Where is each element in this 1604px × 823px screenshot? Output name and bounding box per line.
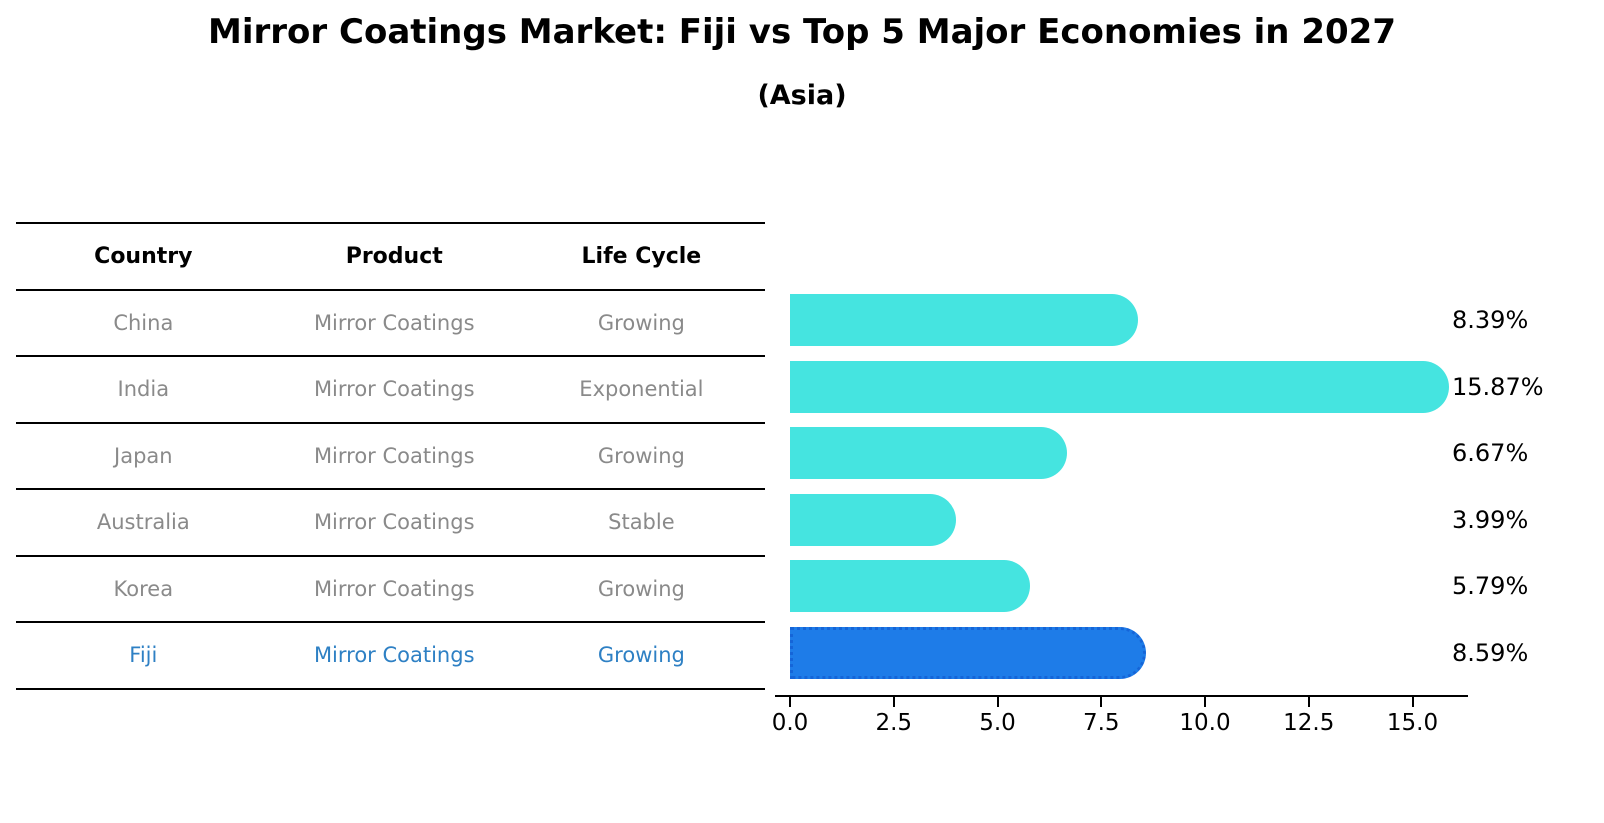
x-axis-tick-label: 5.0 — [979, 710, 1016, 736]
cell-life-cycle: Exponential — [579, 377, 704, 402]
bar-value-india: 15.87% — [1452, 372, 1544, 401]
x-axis-tick — [1204, 697, 1206, 707]
cell-country: India — [117, 377, 170, 402]
bar-india — [790, 360, 1449, 413]
chart-subtitle: (Asia) — [757, 80, 847, 111]
page-title: Mirror Coatings Market: Fiji vs Top 5 Ma… — [208, 12, 1396, 52]
table-header-row: Country Product Life Cycle — [16, 224, 765, 291]
bar-australia — [790, 493, 956, 546]
column-header-product: Product — [345, 243, 443, 269]
cell-product: Mirror Coatings — [313, 377, 475, 402]
bar-value-korea: 5.79% — [1452, 572, 1529, 600]
table-row-japan: Japan Mirror Coatings Growing — [16, 424, 765, 490]
table-row-india: India Mirror Coatings Exponential — [16, 357, 765, 424]
x-axis-tick — [1100, 697, 1103, 707]
cell-product: Mirror Coatings — [313, 443, 475, 468]
x-axis-spine — [775, 695, 1468, 697]
table-row-australia: Australia Mirror Coatings Stable — [16, 490, 765, 557]
x-axis-tick-label: 12.5 — [1283, 710, 1335, 736]
table-row-korea: Korea Mirror Coatings Growing — [16, 557, 765, 623]
x-axis-tick — [1307, 697, 1310, 707]
cell-country: Japan — [114, 443, 173, 468]
table-row-china: China Mirror Coatings Growing — [16, 291, 765, 357]
cell-life-cycle: Growing — [597, 443, 685, 468]
table-row-fiji: Fiji Mirror Coatings Growing — [16, 623, 765, 690]
bar-value-fiji: 8.59% — [1452, 638, 1529, 667]
cell-life-cycle: Growing — [597, 643, 685, 668]
cell-country: Fiji — [129, 643, 158, 668]
country-table: Country Product Life Cycle China Mirror … — [16, 222, 765, 690]
bar-value-china: 8.39% — [1452, 306, 1529, 334]
x-axis-tick — [789, 697, 791, 707]
column-header-life-cycle: Life Cycle — [581, 243, 702, 269]
x-axis-tick — [892, 697, 895, 707]
cell-life-cycle: Stable — [608, 510, 675, 535]
cell-life-cycle: Growing — [597, 310, 685, 335]
cell-country: Korea — [113, 576, 174, 601]
cell-product: Mirror Coatings — [313, 576, 475, 601]
x-axis-tick-label: 15.0 — [1386, 710, 1439, 736]
cell-product: Mirror Coatings — [313, 510, 475, 535]
x-axis-tick-label: 0.0 — [771, 710, 809, 736]
cell-country: Australia — [96, 510, 190, 535]
bar-fiji — [790, 626, 1147, 679]
x-axis-tick-label: 2.5 — [875, 710, 913, 736]
bar-value-japan: 6.67% — [1452, 439, 1529, 467]
bar-japan — [790, 427, 1067, 479]
bar-korea — [790, 560, 1031, 612]
x-axis-tick-label: 7.5 — [1082, 710, 1120, 736]
bar-china — [790, 294, 1139, 346]
cell-product: Mirror Coatings — [313, 310, 475, 335]
cell-country: China — [113, 310, 174, 335]
bar-value-australia: 3.99% — [1452, 505, 1529, 534]
cell-product: Mirror Coatings — [313, 643, 475, 668]
x-axis-tick — [1411, 697, 1414, 707]
x-axis-tick — [996, 697, 999, 707]
x-axis-tick-label: 10.0 — [1179, 710, 1231, 736]
column-header-country: Country — [94, 243, 193, 269]
cell-life-cycle: Growing — [597, 576, 685, 601]
